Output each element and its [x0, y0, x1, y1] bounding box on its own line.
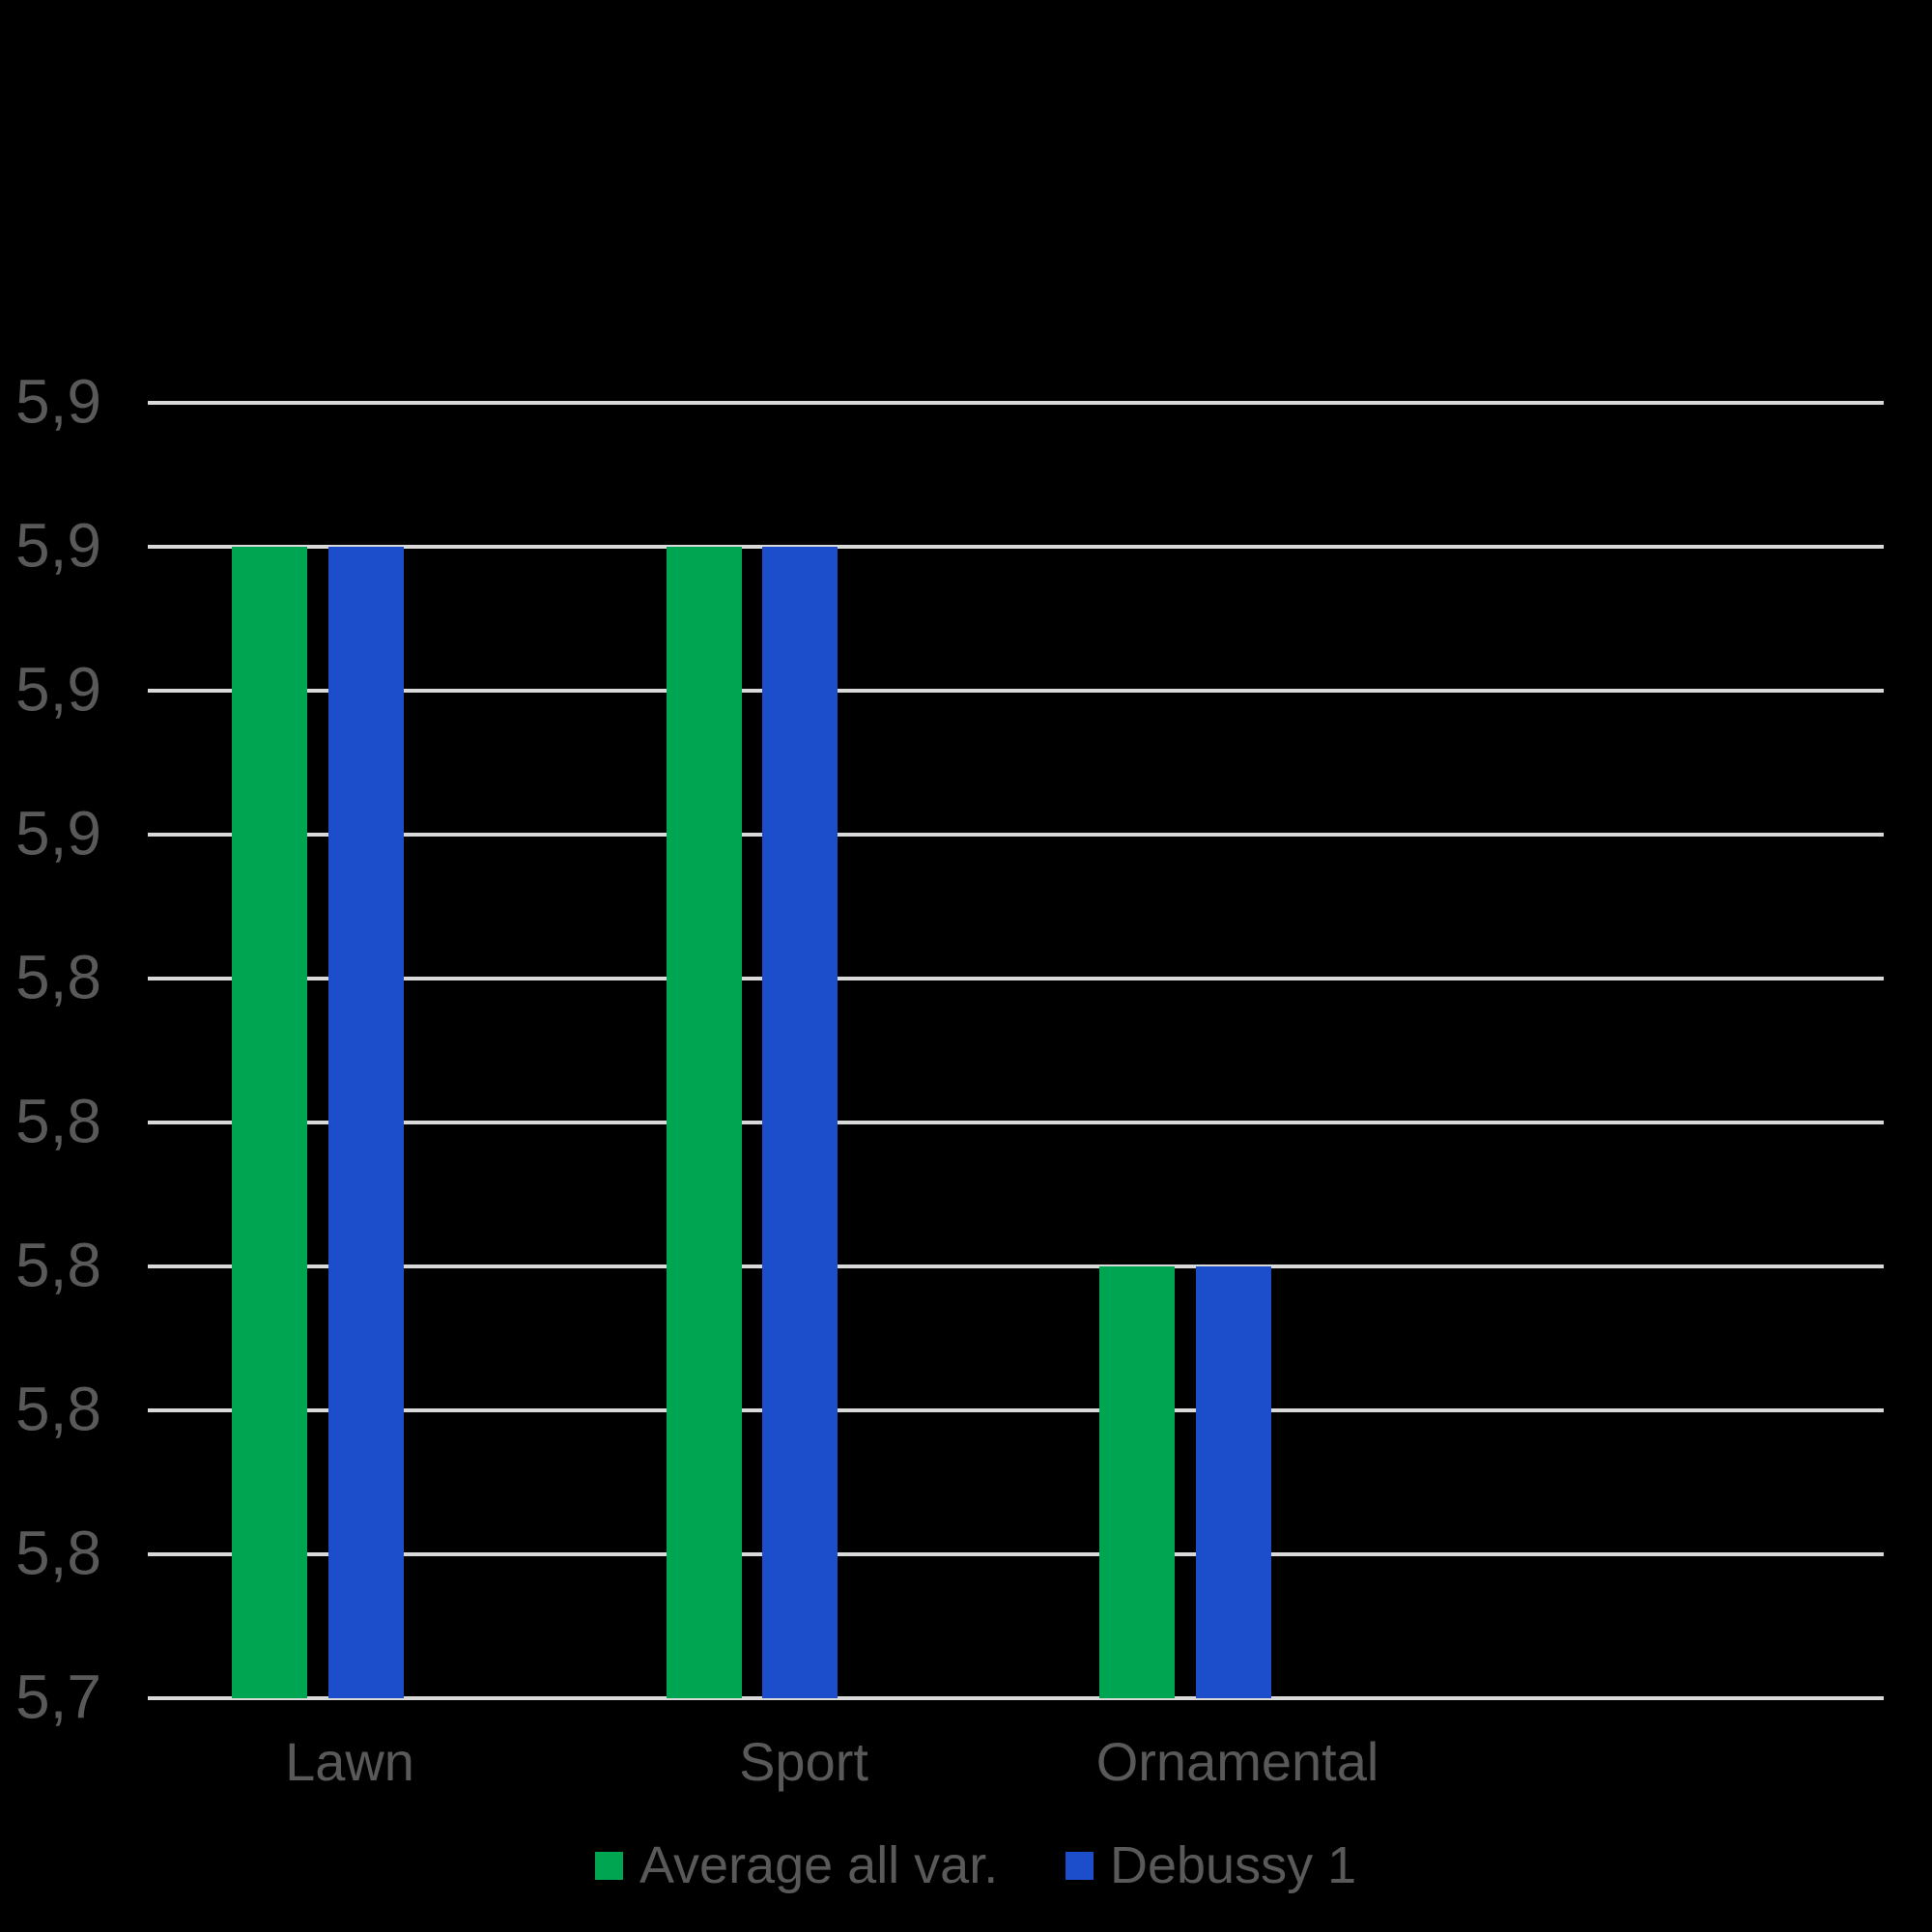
bar-debussy-1-sport: [762, 547, 838, 1698]
y-tick-label: 5,8: [15, 1374, 101, 1444]
bar-debussy-1-lawn: [328, 547, 404, 1698]
gridline: [148, 401, 1884, 405]
bar-average-all-var-sport: [667, 547, 742, 1698]
legend-label-average-all-var: Average all var.: [639, 1836, 999, 1894]
gridline: [148, 833, 1884, 837]
y-tick-label: 5,9: [15, 510, 101, 581]
x-label-sport: Sport: [739, 1731, 868, 1792]
legend-item-debussy-1: Debussy 1: [1065, 1838, 1356, 1892]
y-tick-label: 5,8: [15, 1518, 101, 1588]
y-tick-label: 5,8: [15, 1230, 101, 1300]
gridline: [148, 1552, 1884, 1556]
legend-swatch-average-all-var: [595, 1851, 623, 1880]
y-tick-label: 5,8: [15, 1086, 101, 1156]
bar-debussy-1-ornamental: [1196, 1266, 1271, 1698]
gridline: [148, 1408, 1884, 1412]
y-tick-label: 5,9: [15, 366, 101, 437]
y-tick-label: 5,9: [15, 654, 101, 724]
gridline: [148, 1696, 1884, 1700]
bar-average-all-var-ornamental: [1099, 1266, 1175, 1698]
gridline: [148, 1121, 1884, 1124]
y-tick-label: 5,9: [15, 798, 101, 868]
legend-swatch-debussy-1: [1065, 1851, 1094, 1880]
gridline: [148, 977, 1884, 980]
gridline: [148, 689, 1884, 693]
y-tick-label: 5,8: [15, 942, 101, 1012]
legend-label-debussy-1: Debussy 1: [1110, 1836, 1357, 1894]
x-label-lawn: Lawn: [285, 1731, 414, 1792]
gridline: [148, 1264, 1884, 1268]
x-label-ornamental: Ornamental: [1095, 1731, 1379, 1792]
bar-average-all-var-lawn: [232, 547, 307, 1698]
y-tick-label: 5,7: [15, 1662, 101, 1732]
gridline: [148, 545, 1884, 549]
legend-item-average-all-var: Average all var.: [595, 1838, 998, 1892]
